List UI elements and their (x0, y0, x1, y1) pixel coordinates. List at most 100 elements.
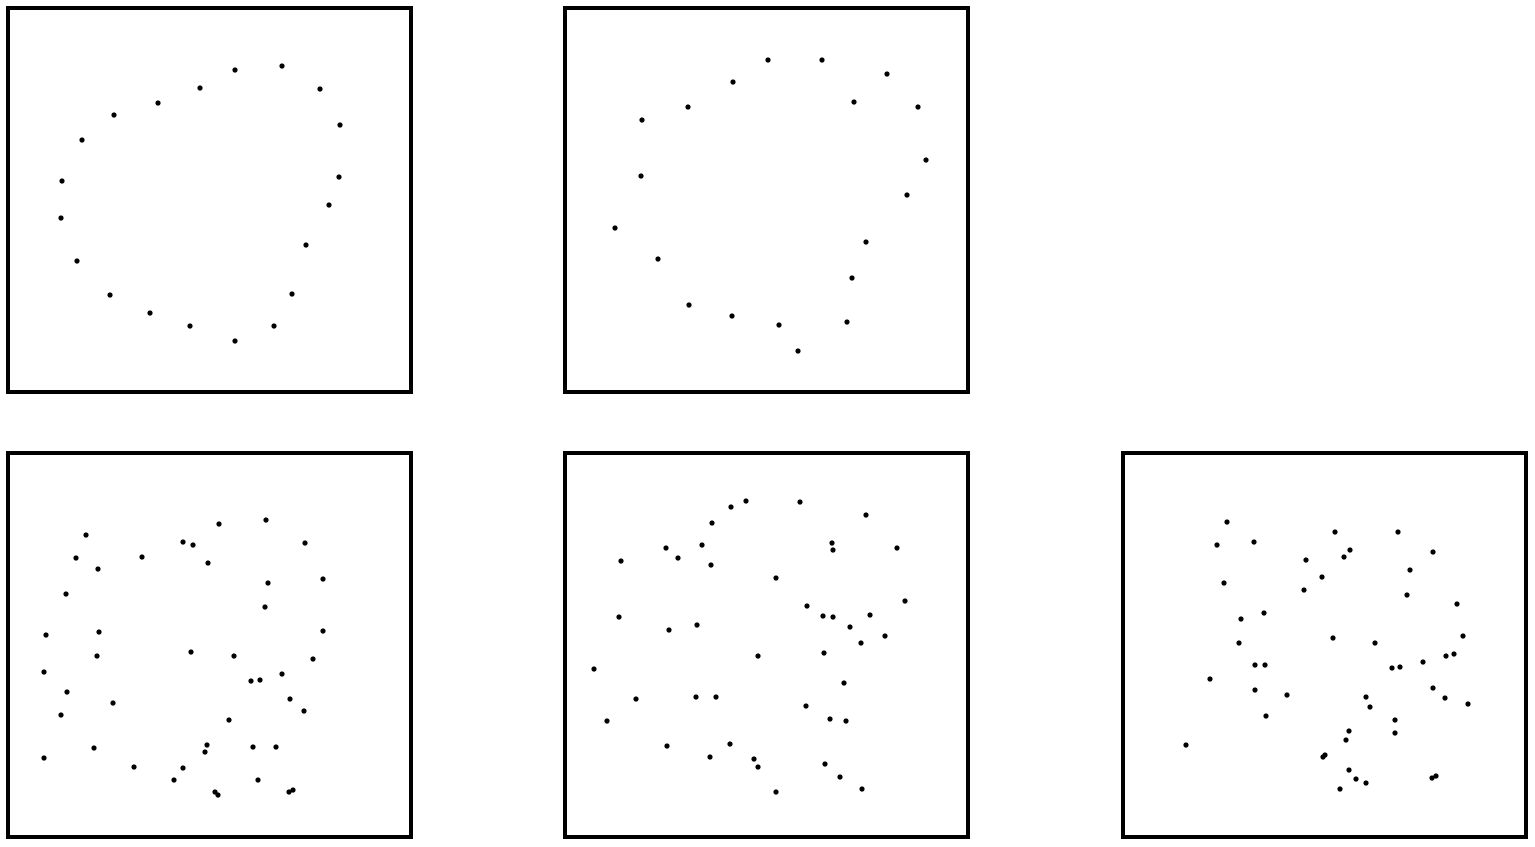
point (1460, 633, 1466, 639)
point (273, 744, 279, 750)
point (867, 612, 873, 618)
point (884, 71, 890, 77)
point (730, 79, 736, 85)
point (73, 555, 79, 561)
point (693, 694, 699, 700)
point (830, 614, 836, 620)
point (263, 517, 269, 523)
point (271, 323, 277, 329)
point (1442, 695, 1448, 701)
point (795, 348, 801, 354)
point (686, 302, 692, 308)
panel (563, 451, 970, 839)
point (851, 99, 857, 105)
point (58, 215, 64, 221)
panel (563, 6, 970, 394)
point (1346, 728, 1352, 734)
point (41, 669, 47, 675)
point (1443, 653, 1449, 659)
point (765, 57, 771, 63)
point (604, 718, 610, 724)
point (1465, 701, 1471, 707)
point (837, 774, 843, 780)
point (91, 745, 97, 751)
point (819, 57, 825, 63)
point (1433, 773, 1439, 779)
point (612, 225, 618, 231)
point (1367, 704, 1373, 710)
point (1238, 616, 1244, 622)
point (1451, 651, 1457, 657)
point (79, 137, 85, 143)
point (250, 744, 256, 750)
point (202, 749, 208, 755)
point (43, 632, 49, 638)
point (59, 178, 65, 184)
point (1407, 567, 1413, 573)
point (904, 192, 910, 198)
point (863, 239, 869, 245)
point (664, 743, 670, 749)
point (822, 761, 828, 767)
point (96, 629, 102, 635)
point (675, 555, 681, 561)
point (204, 742, 210, 748)
point (64, 689, 70, 695)
point (1420, 659, 1426, 665)
point (655, 256, 661, 262)
point (95, 566, 101, 572)
point (171, 777, 177, 783)
point (1320, 754, 1326, 760)
point (1319, 574, 1325, 580)
point (83, 532, 89, 538)
point (859, 786, 865, 792)
point (1263, 713, 1269, 719)
point (226, 717, 232, 723)
point (232, 338, 238, 344)
point (317, 86, 323, 92)
point (894, 545, 900, 551)
point (279, 63, 285, 69)
point (591, 666, 597, 672)
point (638, 173, 644, 179)
point (1347, 547, 1353, 553)
point (302, 540, 308, 546)
point (1430, 685, 1436, 691)
point (180, 539, 186, 545)
point (923, 157, 929, 163)
point (310, 656, 316, 662)
point (1404, 592, 1410, 598)
point (320, 628, 326, 634)
point (1389, 665, 1395, 671)
point (915, 104, 921, 110)
point (1183, 742, 1189, 748)
point (727, 741, 733, 747)
point (286, 789, 292, 795)
point (827, 716, 833, 722)
point (728, 504, 734, 510)
point (1224, 519, 1230, 525)
point (830, 547, 836, 553)
point (1454, 601, 1460, 607)
point (663, 545, 669, 551)
point (709, 520, 715, 526)
point (1346, 767, 1352, 773)
point (155, 100, 161, 106)
point (326, 202, 332, 208)
point (616, 614, 622, 620)
point (320, 576, 326, 582)
point (755, 653, 761, 659)
point (1429, 775, 1435, 781)
point (41, 755, 47, 761)
point (190, 542, 196, 548)
point (707, 754, 713, 760)
point (110, 700, 116, 706)
point (841, 680, 847, 686)
point (301, 708, 307, 714)
point (699, 542, 705, 548)
point (1252, 662, 1258, 668)
point (804, 603, 810, 609)
point (863, 512, 869, 518)
